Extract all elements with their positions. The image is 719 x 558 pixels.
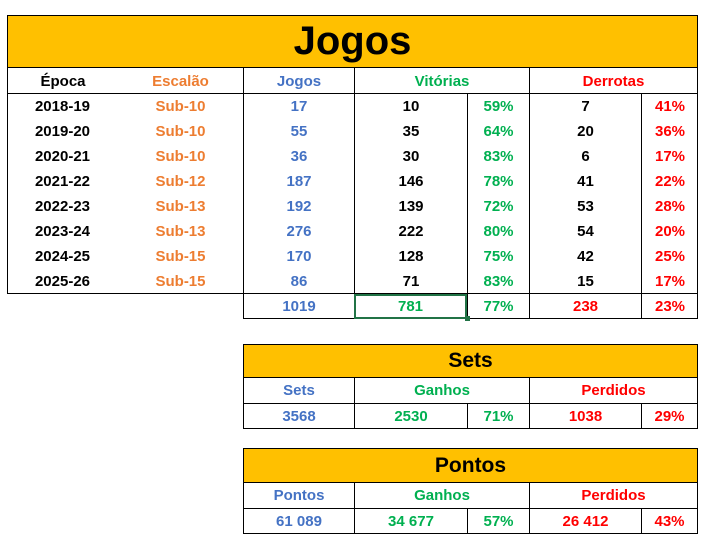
sets-title: Sets (448, 349, 493, 372)
total-derrotas[interactable]: 238 (529, 294, 641, 319)
cell-derrotas[interactable]: 41 (529, 169, 641, 194)
cell-jogos[interactable]: 36 (243, 144, 354, 169)
header-vitorias[interactable]: Vitórias (354, 68, 529, 94)
left-border (7, 94, 8, 294)
cell-vitorias[interactable]: 222 (354, 219, 467, 244)
cell-derrotas[interactable]: 42 (529, 244, 641, 269)
header-epoca[interactable]: Época (7, 68, 118, 94)
cell-derrotas-pct[interactable]: 17% (641, 269, 698, 294)
cell-derrotas[interactable]: 6 (529, 144, 641, 169)
pontos-value-perdidos-pct[interactable]: 43% (641, 509, 698, 534)
sets-value-ganhos[interactable]: 2530 (354, 404, 467, 429)
pontos-value-ganhos[interactable]: 34 677 (354, 509, 467, 534)
total-derrotas-pct[interactable]: 23% (641, 294, 698, 319)
sets-header-ganhos[interactable]: Ganhos (354, 378, 529, 404)
pontos-value-perdidos[interactable]: 26 412 (529, 509, 641, 534)
cell-vitorias-pct[interactable]: 72% (467, 194, 529, 219)
cell-vitorias-pct[interactable]: 83% (467, 144, 529, 169)
cell-vitorias-pct[interactable]: 83% (467, 269, 529, 294)
cell-vitorias-pct[interactable]: 75% (467, 244, 529, 269)
cell-escalao[interactable]: Sub-15 (155, 273, 206, 290)
cell-vitorias[interactable]: 71 (354, 269, 467, 294)
sets-value-perdidos[interactable]: 1038 (529, 404, 641, 429)
cell-jogos[interactable]: 86 (243, 269, 354, 294)
selection-fill-handle[interactable] (465, 316, 470, 321)
sets-header-sets[interactable]: Sets (243, 378, 354, 404)
cell-derrotas[interactable]: 7 (529, 94, 641, 119)
right-border (697, 68, 698, 319)
cell-derrotas-pct[interactable]: 20% (641, 219, 698, 244)
cell-escalao[interactable]: Sub-10 (155, 123, 206, 140)
sets-value-sets[interactable]: 3568 (243, 404, 354, 429)
cell-jogos[interactable]: 192 (243, 194, 354, 219)
sets-value-ganhos-pct[interactable]: 71% (467, 404, 529, 429)
cell-epoca[interactable]: 2023-24 (34, 223, 91, 240)
cell-epoca[interactable]: 2022-23 (34, 198, 91, 215)
cell-escalao[interactable]: Sub-13 (155, 198, 206, 215)
cell-escalao[interactable]: Sub-13 (155, 223, 206, 240)
cell-escalao[interactable]: Sub-10 (155, 98, 206, 115)
cell-derrotas-pct[interactable]: 22% (641, 169, 698, 194)
total-vitorias-pct[interactable]: 77% (467, 294, 529, 319)
cell-derrotas-pct[interactable]: 36% (641, 119, 698, 144)
cell-escalao[interactable]: Sub-10 (155, 148, 206, 165)
pontos-value-pontos[interactable]: 61 089 (243, 509, 354, 534)
cell-jogos[interactable]: 170 (243, 244, 354, 269)
cell-derrotas-pct[interactable]: 28% (641, 194, 698, 219)
cell-vitorias[interactable]: 10 (354, 94, 467, 119)
cell-vitorias[interactable]: 146 (354, 169, 467, 194)
cell-escalao[interactable]: Sub-15 (155, 248, 206, 265)
jogos-title-cell[interactable]: Jogos (7, 15, 698, 68)
header-escalao[interactable]: Escalão (152, 72, 209, 90)
sets-header-perdidos[interactable]: Perdidos (529, 378, 698, 404)
cell-escalao[interactable]: Sub-12 (155, 173, 206, 190)
header-divider (7, 93, 698, 94)
cell-jogos[interactable]: 17 (243, 94, 354, 119)
cell-epoca[interactable]: 2018-19 (34, 98, 91, 115)
bottom-border (7, 293, 698, 294)
cell-jogos[interactable]: 187 (243, 169, 354, 194)
cell-vitorias-pct[interactable]: 78% (467, 169, 529, 194)
pontos-header-ganhos[interactable]: Ganhos (354, 483, 529, 509)
cell-derrotas[interactable]: 15 (529, 269, 641, 294)
cell-jogos[interactable]: 55 (243, 119, 354, 144)
pontos-title: Pontos (434, 453, 507, 477)
cell-epoca[interactable]: 2019-20 (34, 123, 91, 140)
cell-epoca[interactable]: 2025-26 (34, 273, 91, 290)
cell-epoca[interactable]: 2021-22 (34, 173, 91, 190)
cell-epoca[interactable]: 2020-21 (34, 148, 91, 165)
cell-jogos[interactable]: 276 (243, 219, 354, 244)
cell-derrotas-pct[interactable]: 41% (641, 94, 698, 119)
cell-vitorias-pct[interactable]: 80% (467, 219, 529, 244)
cell-epoca[interactable]: 2024-25 (34, 248, 91, 265)
cell-vitorias[interactable]: 30 (354, 144, 467, 169)
sets-value-perdidos-pct[interactable]: 29% (641, 404, 698, 429)
cell-vitorias[interactable]: 139 (354, 194, 467, 219)
pontos-title-cell[interactable]: Pontos (243, 448, 698, 483)
sets-title-cell[interactable]: Sets (243, 344, 698, 378)
pontos-header-perdidos[interactable]: Perdidos (529, 483, 698, 509)
cell-vitorias[interactable]: 128 (354, 244, 467, 269)
cell-vitorias[interactable]: 35 (354, 119, 467, 144)
total-vitorias[interactable]: 781 (354, 294, 467, 319)
pontos-header-pontos[interactable]: Pontos (243, 483, 354, 509)
cell-vitorias-pct[interactable]: 64% (467, 119, 529, 144)
cell-derrotas-pct[interactable]: 25% (641, 244, 698, 269)
header-derrotas[interactable]: Derrotas (529, 68, 698, 94)
cell-derrotas[interactable]: 53 (529, 194, 641, 219)
total-jogos[interactable]: 1019 (243, 294, 354, 319)
cell-derrotas[interactable]: 54 (529, 219, 641, 244)
pontos-value-ganhos-pct[interactable]: 57% (467, 509, 529, 534)
cell-derrotas-pct[interactable]: 17% (641, 144, 698, 169)
cell-derrotas[interactable]: 20 (529, 119, 641, 144)
header-jogos[interactable]: Jogos (243, 68, 354, 94)
jogos-title: Jogos (293, 19, 412, 63)
cell-vitorias-pct[interactable]: 59% (467, 94, 529, 119)
